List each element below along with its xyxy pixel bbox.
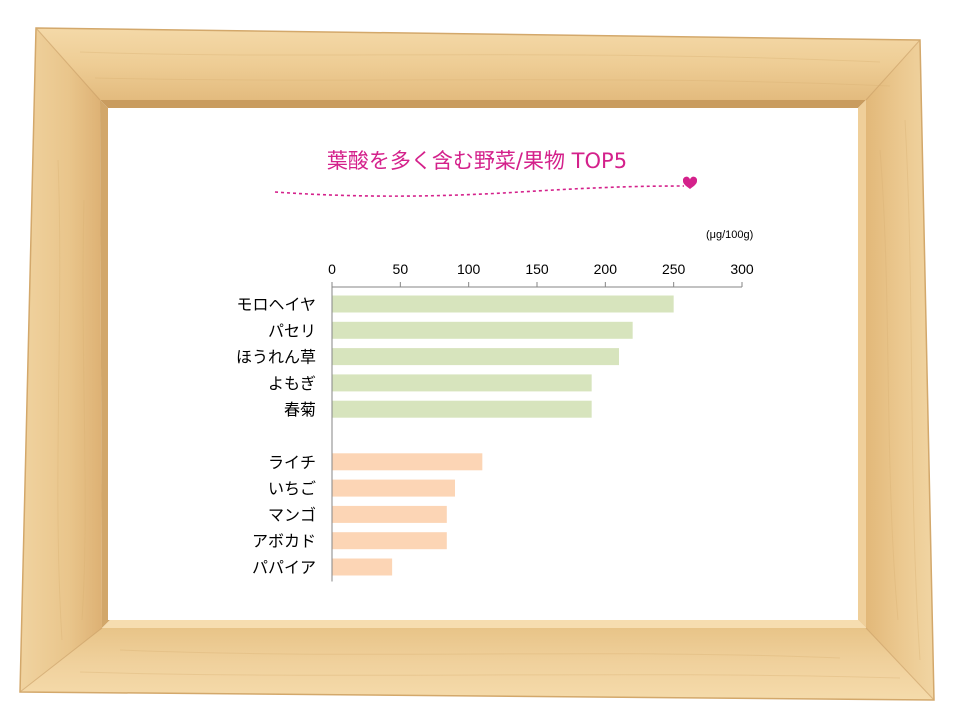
bar-group1-item4	[332, 374, 592, 392]
bar-group2-item1	[332, 453, 483, 471]
frame-left	[20, 28, 102, 692]
category-label-group1-item3: ほうれん草	[236, 348, 316, 367]
category-label-group1-item2: パセリ	[268, 321, 316, 340]
x-tick-label-200: 200	[594, 261, 618, 277]
category-label-group1-item5: 春菊	[284, 400, 316, 419]
plot-area: 0 50 100 150 200 250 300 モロヘイヤパセリほうれん草よもぎ春菊ライチい…	[236, 261, 754, 582]
frame-bevel-bottom	[102, 620, 866, 628]
category-label-group1-item4: よもぎ	[268, 374, 316, 393]
x-tick-label-100: 100	[457, 261, 481, 277]
frame-top	[36, 28, 920, 100]
heart-icon	[682, 176, 698, 189]
frame-mitre-lines	[19, 27, 935, 701]
frame-bevel-top	[100, 100, 866, 108]
x-tick-label-300: 300	[730, 261, 754, 277]
category-label-group1-item1: モロヘイヤ	[236, 295, 316, 314]
frame-bottom	[20, 628, 934, 700]
unit-label: (μg/100g)	[706, 229, 753, 241]
category-label-group2-item4: アボカド	[252, 532, 316, 551]
bar-group1-item3	[332, 348, 619, 366]
frame-wood-grain	[57, 51, 921, 679]
x-tick-label-0: 0	[328, 261, 336, 277]
frame-bevel-left	[100, 100, 110, 628]
frame-right	[866, 40, 934, 700]
bar-group2-item4	[332, 532, 447, 550]
chart-title: 葉酸を多く含む野菜/果物 TOP5	[327, 149, 627, 173]
category-label-group2-item2: いちご	[268, 479, 316, 498]
frame-outer-edge	[19, 27, 935, 701]
bar-group2-item3	[332, 505, 447, 523]
frame-bevel-right	[858, 100, 866, 628]
category-label-group2-item3: マンゴ	[268, 505, 316, 524]
x-tick-label-250: 250	[662, 261, 686, 277]
x-tick-label-150: 150	[525, 261, 549, 277]
bar-group2-item2	[332, 479, 455, 497]
x-tick-label-50: 50	[393, 261, 409, 277]
category-label-group2-item5: パパイア	[252, 558, 316, 577]
picture-frame	[19, 27, 935, 701]
category-label-group2-item1: ライチ	[268, 453, 316, 472]
bar-group2-item5	[332, 558, 393, 576]
bar-group1-item5	[332, 400, 592, 418]
bar-group1-item1	[332, 295, 674, 313]
bar-group1-item2	[332, 321, 633, 339]
